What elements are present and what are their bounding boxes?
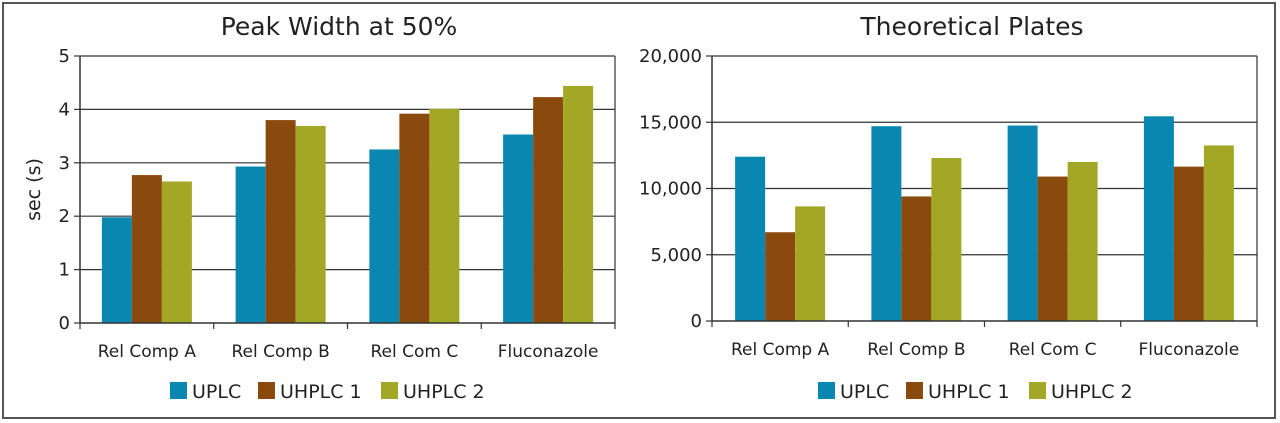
x-tick-label: Rel Com C: [371, 342, 459, 362]
y-tick-label: 1: [59, 260, 70, 281]
x-tick-label: Rel Com C: [1009, 340, 1097, 360]
y-tick-label: 4: [59, 99, 70, 120]
x-tick-label: Rel Comp A: [731, 340, 830, 360]
y-tick-label: 2: [59, 206, 70, 227]
y-tick-label: 10,000: [639, 179, 702, 200]
bar-uhplc-2-2: [931, 158, 962, 321]
bar-uhplc-1-1: [765, 232, 796, 321]
bar-uplc-1: [735, 156, 766, 321]
bar-uhplc-2-1: [161, 181, 192, 323]
x-tick-label: Fluconazole: [498, 342, 599, 362]
bar-uhplc-1-3: [1037, 176, 1068, 321]
chart-title: Theoretical Plates: [859, 12, 1083, 41]
legend-label-uplc: UPLC: [840, 381, 889, 403]
x-tick-label: Rel Comp A: [98, 342, 197, 362]
x-tick-label: Fluconazole: [1139, 340, 1240, 360]
bar-uhplc-1-4: [1173, 166, 1204, 321]
bar-uhplc-2-1: [795, 206, 826, 321]
y-tick-label: 0: [59, 313, 70, 334]
bar-uhplc-1-3: [399, 113, 430, 323]
bar-uplc-3: [1007, 125, 1038, 321]
bar-uhplc-2-2: [295, 125, 326, 323]
bar-uhplc-2-4: [1203, 145, 1234, 321]
legend: UPLC UHPLC 1 UHPLC 2: [818, 381, 1133, 403]
bar-uhplc-2-3: [1067, 162, 1098, 321]
bar-uhplc-1-2: [901, 196, 932, 321]
bar-uplc-2: [871, 126, 902, 321]
legend-label-uhplc-1: UHPLC 1: [928, 381, 1010, 403]
y-tick-label: 5,000: [650, 245, 702, 266]
legend-swatch-uplc: [170, 382, 187, 399]
y-tick-label: 0: [691, 311, 702, 332]
y-tick-label: 5: [59, 46, 70, 67]
y-tick-label: 3: [59, 153, 70, 174]
x-tick-label: Rel Comp B: [867, 340, 965, 360]
legend-label-uhplc-2: UHPLC 2: [403, 381, 485, 403]
legend-label-uhplc-1: UHPLC 1: [280, 381, 362, 403]
bar-uhplc-2-3: [429, 108, 460, 323]
chart-1: Peak Width at 50% sec (s) 0 1 2 3 4 5 Rel Comp A…: [23, 12, 616, 403]
legend-label-uhplc-2: UHPLC 2: [1051, 381, 1133, 403]
bar-uplc-4: [503, 134, 534, 323]
bar-uhplc-1-2: [265, 120, 296, 323]
legend-swatch-uhplc-1: [906, 382, 923, 399]
y-tick-label: 20,000: [639, 46, 702, 67]
bar-uplc-1: [101, 217, 132, 323]
legend-swatch-uhplc-2: [381, 382, 398, 399]
y-tick-label: 15,000: [639, 112, 702, 133]
legend: UPLC UHPLC 1 UHPLC 2: [170, 381, 485, 403]
legend-swatch-uplc: [818, 382, 835, 399]
legend-label-uplc: UPLC: [192, 381, 241, 403]
chart-title: Peak Width at 50%: [221, 12, 458, 41]
bar-uplc-2: [235, 166, 266, 323]
legend-swatch-uhplc-2: [1029, 382, 1046, 399]
bar-uhplc-1-1: [131, 175, 162, 323]
bar-uhplc-1-4: [533, 97, 564, 323]
bar-uplc-4: [1143, 116, 1174, 321]
bar-uplc-3: [369, 149, 400, 323]
x-tick-label: Rel Comp B: [231, 342, 329, 362]
legend-swatch-uhplc-1: [258, 382, 275, 399]
chart-2: Theoretical Plates 0 5,000 10,000 15,000 20,0…: [639, 12, 1258, 403]
y-axis-label: sec (s): [23, 158, 45, 221]
bar-uhplc-2-4: [563, 85, 594, 324]
